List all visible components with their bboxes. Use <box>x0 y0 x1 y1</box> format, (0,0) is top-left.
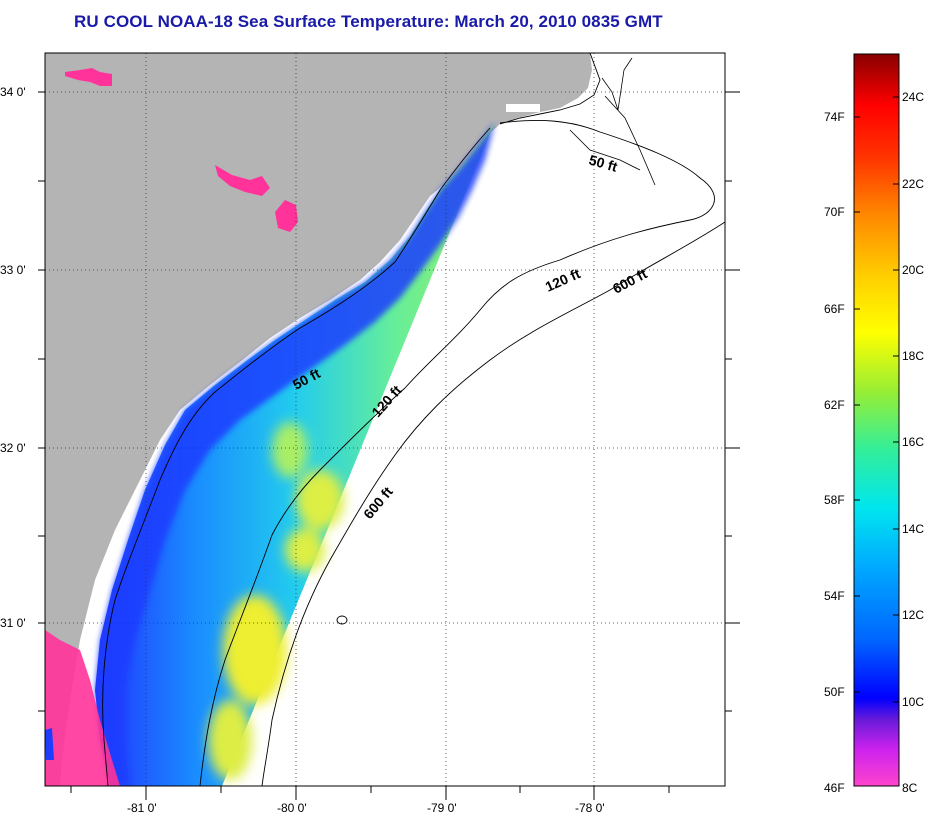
lat-label-34: 34 0' <box>0 85 26 99</box>
contour-600ft <box>261 221 725 786</box>
lat-label-31: 31 0' <box>0 616 26 630</box>
colorbar-label-62f: 62F <box>824 398 845 412</box>
colorbar-label-16c: 16C <box>902 435 924 449</box>
contour-50ft <box>102 127 491 786</box>
colorbar-label-10c: 10C <box>902 695 924 709</box>
contour-120ft <box>199 120 715 786</box>
estuary-lines <box>569 57 656 186</box>
colorbar-label-18c: 18C <box>902 349 924 363</box>
lon-label-81: -81 0' <box>127 801 157 815</box>
cold-inland-water <box>45 68 298 786</box>
colorbar-label-12c: 12C <box>902 608 924 622</box>
colorbar-label-70f: 70F <box>824 205 845 219</box>
colorbar-label-74f: 74F <box>824 110 845 124</box>
coastal-cold-band <box>95 122 495 786</box>
lon-label-80: -80 0' <box>277 801 307 815</box>
north-coastline <box>499 53 601 125</box>
axis-ticks <box>38 91 740 800</box>
lat-label-32: 32 0' <box>0 441 26 455</box>
colorbar-label-24c: 24C <box>902 90 924 104</box>
colorbar-f-ticks <box>854 116 860 693</box>
colorbar-frame <box>853 53 900 787</box>
seamount-contour <box>336 615 348 625</box>
colorbar-label-66f: 66F <box>824 302 845 316</box>
colorbar <box>854 54 899 786</box>
colorbar-label-20c: 20C <box>902 263 924 277</box>
colorbar-c-ticks <box>893 96 899 703</box>
colorbar-label-54f: 54F <box>824 589 845 603</box>
lon-label-79: -79 0' <box>427 801 457 815</box>
colorbar-label-50f: 50F <box>824 685 845 699</box>
colorbar-label-14c: 14C <box>902 522 924 536</box>
land-mass <box>45 53 592 786</box>
lon-label-78: -78 0' <box>575 801 605 815</box>
lat-lon-grid <box>45 53 725 786</box>
colorbar-label-8c: 8C <box>902 781 918 795</box>
coastal-white-patch <box>506 104 540 112</box>
colorbar-label-58f: 58F <box>824 493 845 507</box>
map-frame <box>44 52 726 787</box>
contour-label-50ft-north: 50 ft <box>587 152 619 175</box>
colorbar-label-46f: 46F <box>824 781 845 795</box>
colorbar-label-22c: 22C <box>902 177 924 191</box>
lat-label-33: 33 0' <box>0 263 26 277</box>
map-title: RU COOL NOAA-18 Sea Surface Temperature:… <box>74 12 663 31</box>
